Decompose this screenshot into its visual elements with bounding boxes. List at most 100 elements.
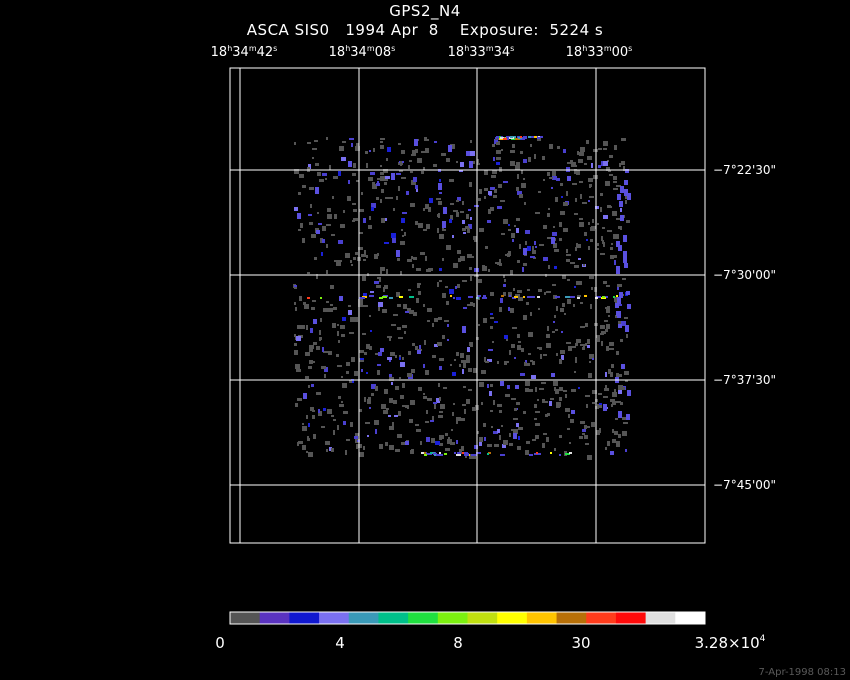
pixel (489, 391, 492, 396)
pixel (588, 373, 592, 378)
pixel (331, 234, 335, 236)
pixel (492, 170, 497, 174)
pixel (348, 161, 352, 167)
pixel (401, 177, 406, 179)
pixel (627, 193, 631, 200)
pixel (425, 370, 429, 375)
pixel (538, 191, 541, 193)
pixel (408, 351, 411, 355)
pixel (520, 373, 525, 376)
pixel (359, 452, 364, 457)
pixel (351, 264, 353, 266)
pixel (546, 291, 551, 293)
pixel (400, 271, 402, 275)
pixel (418, 223, 423, 228)
pixel (498, 184, 502, 188)
pixel (528, 332, 533, 337)
pixel (387, 357, 392, 360)
pixel (318, 411, 322, 416)
pixel (543, 354, 547, 356)
pixel (526, 441, 530, 444)
pixel (588, 178, 593, 182)
pixel (326, 224, 331, 226)
pixel (490, 292, 494, 296)
pixel (487, 220, 491, 223)
pixel (622, 431, 627, 436)
pixel (595, 206, 599, 209)
pixel (401, 150, 405, 154)
pixel (321, 366, 326, 369)
pixel (612, 255, 617, 258)
pixel (559, 435, 562, 438)
pixel (549, 144, 553, 149)
pixel (334, 214, 337, 219)
pixel (623, 166, 625, 171)
pixel (380, 267, 385, 271)
pixel (596, 430, 600, 435)
pixel (572, 162, 576, 165)
pixel (308, 452, 313, 457)
pixel (384, 242, 389, 244)
pixel (603, 404, 607, 411)
pixel (571, 410, 575, 414)
pixel (384, 182, 387, 185)
pixel (561, 355, 564, 360)
pixel (448, 145, 452, 152)
pixel (382, 296, 387, 298)
pixel (514, 357, 516, 359)
pixel (566, 254, 571, 256)
pixel (549, 177, 553, 179)
pixel (339, 404, 344, 407)
pixel (380, 138, 385, 140)
pixel (320, 318, 322, 322)
pixel (483, 295, 486, 297)
pixel (302, 238, 305, 243)
pixel (582, 347, 585, 350)
pixel (433, 164, 437, 167)
pixel (294, 350, 298, 355)
pixel (566, 194, 568, 196)
pixel (591, 226, 596, 229)
pixel (582, 433, 585, 435)
pixel (364, 352, 367, 355)
pixel (490, 317, 494, 319)
pixel (551, 237, 555, 244)
pixel (417, 158, 422, 163)
pixel (456, 161, 458, 163)
pixel (452, 412, 454, 416)
timestamp: 7-Apr-1998 08:13 (758, 667, 846, 678)
pixel (590, 304, 592, 309)
pixel (490, 410, 493, 412)
pixel (312, 300, 316, 302)
pixel (400, 395, 404, 399)
pixel (552, 284, 556, 286)
pixel (516, 218, 520, 221)
pixel (514, 225, 516, 227)
pixel (554, 249, 559, 252)
pixel (538, 308, 540, 310)
pixel (523, 248, 527, 255)
pixel (430, 452, 432, 454)
pixel (582, 202, 587, 204)
pixel (439, 358, 444, 361)
pixel (477, 159, 479, 163)
pixel (508, 307, 510, 311)
pixel (323, 408, 326, 411)
pixel (589, 354, 594, 359)
pixel (499, 435, 501, 440)
pixel (310, 204, 312, 208)
pixel (348, 305, 351, 307)
pixel (311, 384, 314, 387)
colorbar-segment-10 (526, 612, 558, 624)
pixel (579, 152, 584, 156)
pixel (322, 173, 327, 176)
pixel (421, 151, 426, 153)
pixel (508, 251, 511, 256)
pixel (587, 345, 590, 348)
pixel (511, 233, 515, 238)
pixel (318, 409, 320, 413)
pixel (606, 285, 610, 287)
pixel (605, 372, 607, 377)
pixel (425, 148, 429, 153)
pixel (563, 149, 566, 153)
